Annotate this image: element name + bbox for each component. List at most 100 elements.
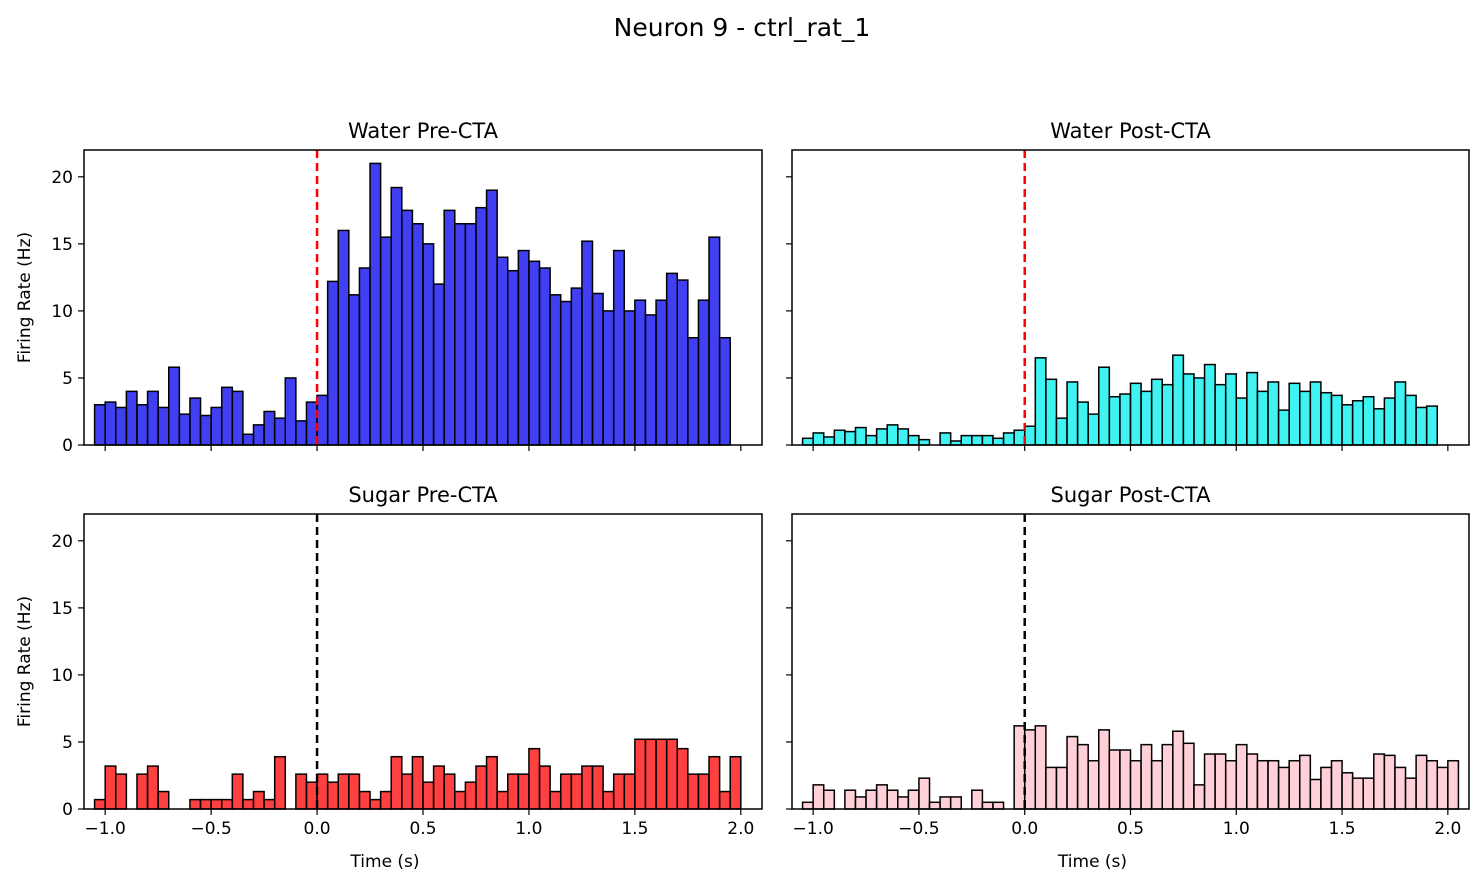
histogram-bar bbox=[687, 336, 700, 446]
histogram-bar bbox=[1140, 743, 1153, 810]
histogram-bar bbox=[1256, 390, 1269, 446]
histogram-bar bbox=[981, 801, 994, 810]
histogram-bar bbox=[1023, 729, 1037, 810]
histogram-bar bbox=[665, 738, 678, 810]
histogram-bar bbox=[875, 428, 888, 446]
histogram-bar bbox=[1045, 378, 1058, 446]
histogram-bar bbox=[865, 434, 878, 446]
histogram-bar bbox=[687, 773, 700, 810]
y-tick-label: 0 bbox=[62, 436, 73, 456]
histogram-bar bbox=[263, 410, 276, 446]
y-tick-label: 15 bbox=[51, 599, 73, 619]
histogram-bar bbox=[178, 413, 191, 446]
histogram-bar bbox=[1362, 395, 1375, 446]
y-tick-label: 5 bbox=[62, 369, 73, 389]
histogram-bar bbox=[273, 417, 287, 446]
histogram-bar bbox=[93, 404, 106, 446]
histogram-bar bbox=[665, 272, 678, 446]
histogram-bar bbox=[1246, 753, 1259, 810]
y-tick-label: 10 bbox=[51, 302, 73, 322]
histogram-bar bbox=[1267, 381, 1280, 446]
x-tick-label: 2.0 bbox=[1434, 819, 1461, 839]
histogram-bar bbox=[886, 789, 899, 810]
histogram-bar bbox=[1193, 377, 1206, 446]
histogram-bar bbox=[1182, 742, 1195, 810]
histogram-bar bbox=[1330, 394, 1343, 446]
histogram-bar bbox=[897, 428, 910, 446]
histogram-bar bbox=[591, 292, 604, 446]
histogram-bar bbox=[971, 434, 984, 446]
histogram-bar bbox=[199, 798, 212, 810]
histogram-bar bbox=[655, 299, 668, 446]
histogram-bar bbox=[401, 773, 414, 810]
histogram-bar bbox=[844, 789, 857, 810]
histogram-bar bbox=[337, 229, 350, 446]
histogram-bar bbox=[559, 773, 573, 810]
panel-title: Sugar Pre-CTA bbox=[348, 483, 498, 507]
histogram-bar bbox=[812, 432, 825, 446]
histogram-bar bbox=[422, 243, 435, 446]
histogram-bar bbox=[729, 755, 742, 810]
histogram-bar bbox=[1436, 766, 1449, 810]
histogram-bar bbox=[1309, 381, 1322, 446]
histogram-bar bbox=[907, 434, 920, 446]
histogram-bar bbox=[897, 796, 910, 810]
histogram-bar bbox=[485, 189, 498, 446]
histogram-bar bbox=[517, 773, 530, 810]
histogram-bar bbox=[644, 314, 657, 446]
histogram-bar bbox=[1098, 366, 1111, 446]
histogram-bar bbox=[326, 781, 339, 810]
histogram-bar bbox=[602, 310, 615, 446]
x-tick-label: 0.0 bbox=[1011, 819, 1038, 839]
histogram-bar bbox=[93, 798, 106, 810]
y-axis-label: Firing Rate (Hz) bbox=[15, 596, 35, 727]
histogram-bar bbox=[1161, 743, 1174, 810]
histogram-bar bbox=[146, 765, 159, 810]
histogram-bar bbox=[1320, 766, 1333, 810]
histogram-bar bbox=[812, 784, 825, 810]
histogram-bar bbox=[1415, 406, 1428, 446]
histogram-bar bbox=[443, 773, 456, 810]
histogram-bar bbox=[992, 437, 1005, 446]
histogram-bar bbox=[865, 789, 878, 810]
histogram-bar bbox=[115, 406, 128, 446]
histogram-bar bbox=[1150, 378, 1163, 446]
histogram-bar bbox=[875, 784, 888, 810]
histogram-bar bbox=[1235, 397, 1248, 446]
histogram-bar bbox=[220, 798, 234, 810]
panel-title: Water Pre-CTA bbox=[348, 119, 499, 143]
histogram-bar bbox=[570, 773, 583, 810]
y-tick-label: 20 bbox=[51, 532, 73, 552]
histogram-bar bbox=[612, 249, 626, 446]
histogram-bar bbox=[1172, 354, 1185, 446]
histogram-bar bbox=[496, 790, 509, 810]
histogram-bar bbox=[1161, 383, 1174, 446]
histogram-bar bbox=[1203, 753, 1216, 810]
histogram-bar bbox=[390, 186, 403, 446]
histogram-bar bbox=[1394, 766, 1407, 810]
histogram-bar bbox=[1129, 382, 1142, 446]
histogram-bar bbox=[1288, 759, 1301, 810]
histogram-bar bbox=[1373, 408, 1386, 446]
histogram-bar bbox=[1277, 766, 1290, 810]
histogram-bar bbox=[348, 294, 361, 446]
histogram-bar bbox=[464, 781, 477, 810]
histogram-bar bbox=[623, 773, 636, 810]
histogram-bar bbox=[1235, 743, 1248, 810]
histogram-bar bbox=[379, 790, 392, 810]
histogram-bar bbox=[1034, 357, 1047, 446]
panel-4: Sugar Post-CTA −1.0 −0.5 0.0 0.5 1.0 1.5 2.0 Tim… bbox=[786, 483, 1470, 872]
x-tick-label: −0.5 bbox=[190, 819, 231, 839]
histogram-bar bbox=[1182, 373, 1195, 446]
histogram-bar bbox=[443, 209, 456, 446]
x-tick-label: 0.5 bbox=[1117, 819, 1144, 839]
histogram-bar bbox=[697, 773, 710, 810]
histogram-bar bbox=[1076, 401, 1089, 446]
histogram-bar bbox=[1351, 777, 1364, 810]
histogram-bar bbox=[115, 773, 128, 810]
histogram-bar bbox=[125, 390, 138, 446]
histogram-bar bbox=[475, 765, 488, 810]
panel-3: Sugar Pre-CTA −1.0 −0.5 0.0 0.5 1.0 1.5 2.0 0 5 10… bbox=[15, 483, 763, 872]
y-tick-label: 10 bbox=[51, 666, 73, 686]
